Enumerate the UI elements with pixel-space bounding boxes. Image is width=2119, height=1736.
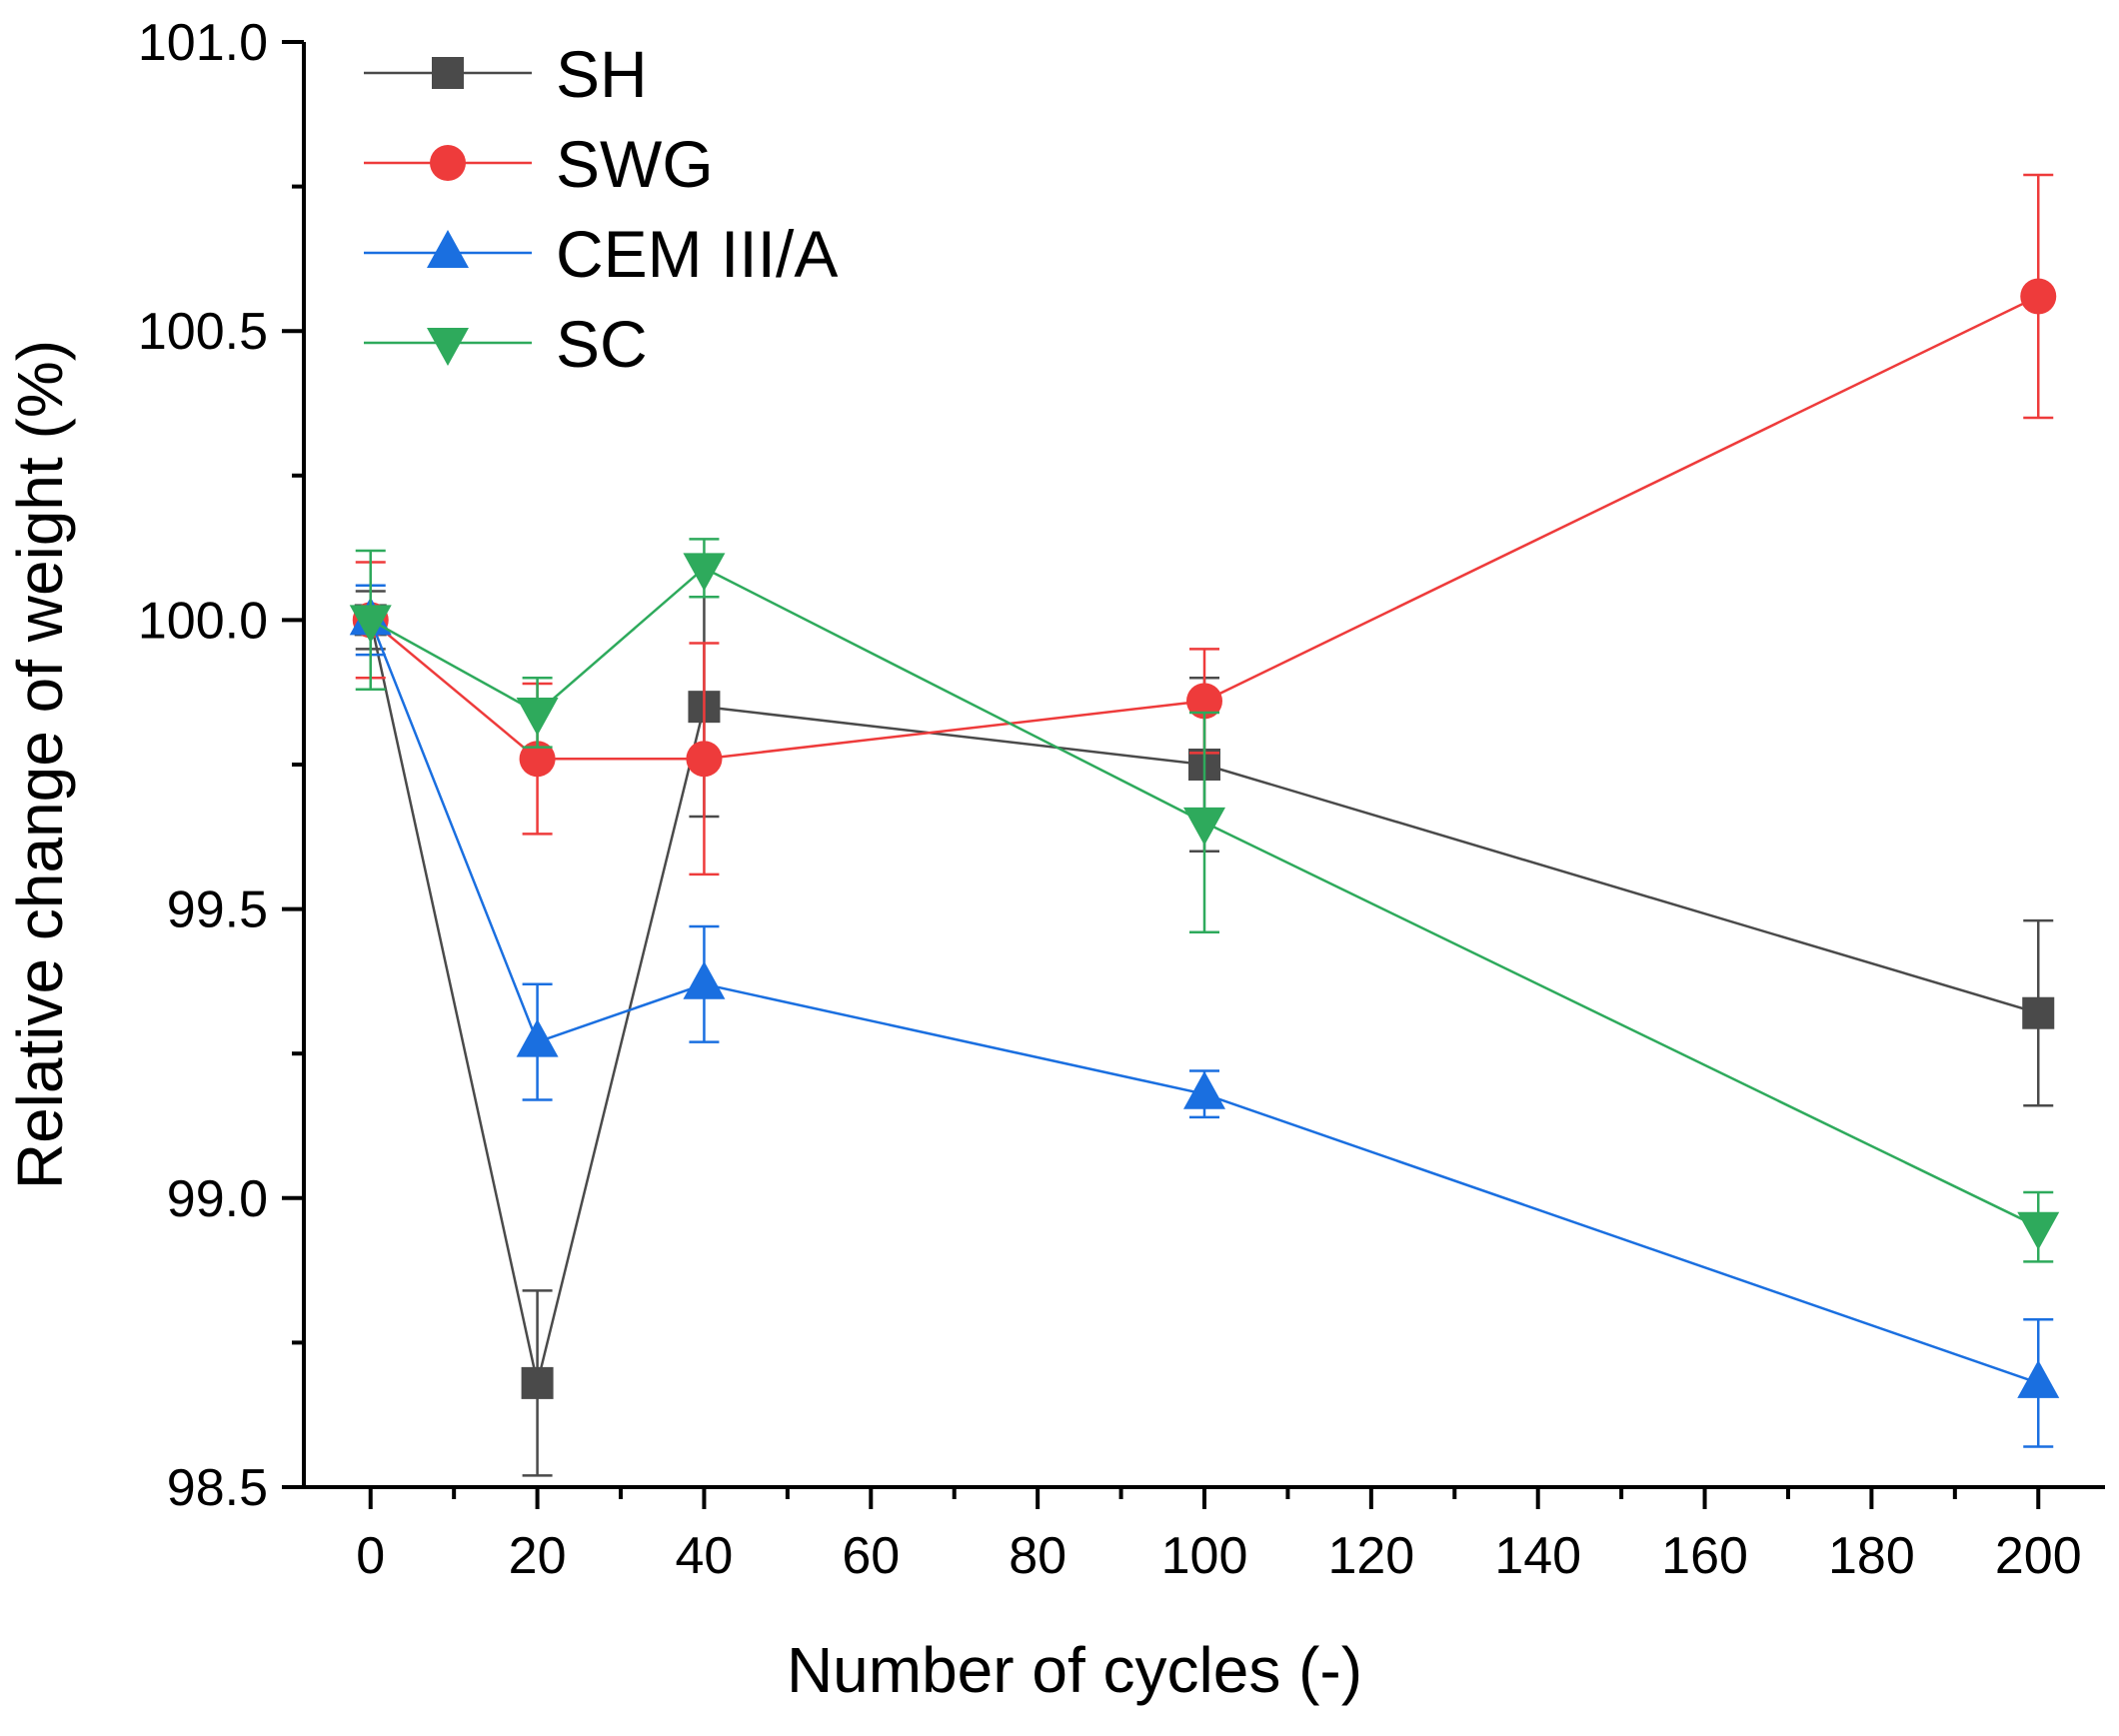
legend-marker-swg: [430, 145, 466, 181]
series-layer: [349, 173, 2060, 1477]
data-point-cem-iii-a: [516, 1018, 559, 1057]
legend-item-cem-iii-a: CEM III/A: [364, 217, 838, 291]
x-tick-label: 100: [1161, 1527, 1248, 1585]
axes: 0 20 40 60 80 100 120 140 160 180 200 98.5 99.0 99.5 1…: [138, 14, 2105, 1585]
data-point-swg: [1186, 683, 1222, 720]
legend-label-swg: SWG: [556, 127, 714, 201]
data-point-sc: [683, 553, 726, 592]
legend-item-swg: SWG: [364, 127, 714, 201]
y-tick-label: 100.5: [138, 303, 268, 361]
data-point-cem-iii-a: [2017, 1359, 2060, 1398]
legend-marker-sh: [432, 57, 464, 89]
x-tick-label: 20: [509, 1527, 567, 1585]
data-point-cem-iii-a: [683, 960, 726, 999]
data-point-sc: [2017, 1211, 2060, 1250]
data-point-sh: [521, 1366, 554, 1399]
x-tick-label: 60: [842, 1527, 900, 1585]
legend-marker-sc: [427, 328, 469, 366]
data-point-sc: [1183, 807, 1225, 846]
series-swg: [352, 173, 2057, 876]
series-cem-iii-a: [349, 584, 2060, 1448]
x-axis-title: Number of cycles (-): [787, 1634, 1362, 1706]
y-tick-label: 98.5: [167, 1459, 268, 1517]
legend-label-sc: SC: [556, 307, 648, 381]
x-tick-label: 180: [1828, 1527, 1915, 1585]
data-point-cem-iii-a: [1183, 1070, 1225, 1109]
y-axis-title: Relative change of weight (%): [4, 340, 76, 1189]
x-tick-label: 80: [1009, 1527, 1066, 1585]
legend-label-sh: SH: [556, 37, 648, 111]
legend-item-sh: SH: [364, 37, 648, 111]
x-tick-label: 0: [356, 1527, 385, 1585]
data-point-swg: [2020, 278, 2057, 315]
legend-marker-cem-iii-a: [427, 230, 469, 268]
data-point-sh: [2022, 996, 2055, 1029]
data-point-swg: [686, 741, 723, 778]
legend-item-sc: SC: [364, 307, 648, 381]
y-tick-label: 99.0: [167, 1170, 268, 1228]
x-tick-label: 160: [1661, 1527, 1748, 1585]
legend-label-cem-iii-a: CEM III/A: [556, 217, 838, 291]
x-tick-label: 40: [676, 1527, 734, 1585]
data-point-sc: [349, 605, 392, 644]
x-tick-label: 140: [1494, 1527, 1581, 1585]
series-sc: [349, 538, 2060, 1263]
y-tick-label: 99.5: [167, 881, 268, 939]
y-tick-label: 101.0: [138, 14, 268, 72]
data-point-sc: [516, 697, 559, 736]
y-tick-label: 100.0: [138, 592, 268, 650]
legend: SH SWG CEM III/A SC: [364, 37, 838, 381]
data-point-swg: [519, 741, 556, 778]
x-tick-label: 120: [1327, 1527, 1414, 1585]
x-tick-label: 200: [1995, 1527, 2082, 1585]
